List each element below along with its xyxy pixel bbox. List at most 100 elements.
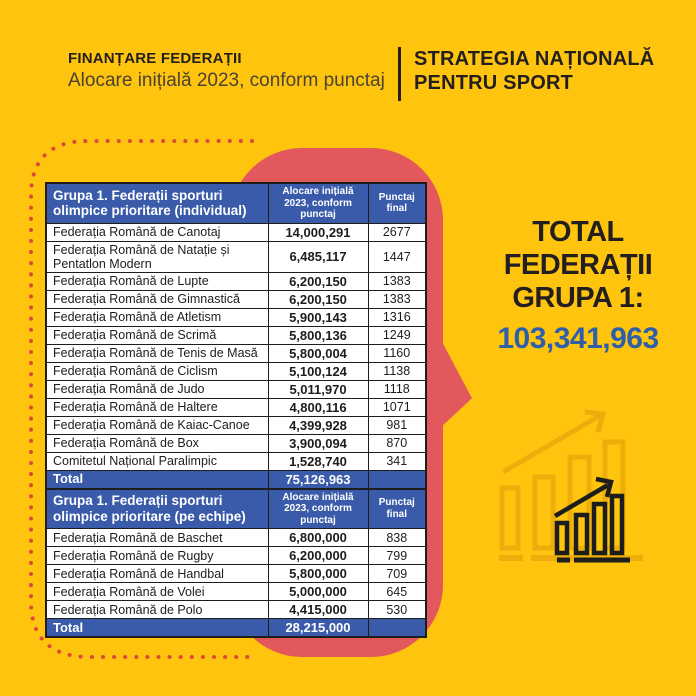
table-row: Federația Română de Natație și Pentatlon… xyxy=(45,240,427,273)
final-points: 1118 xyxy=(367,379,427,399)
federation-name: Federația Română de Polo xyxy=(45,600,269,619)
table-header-row: Grupa 1. Federații sporturi olimpice pri… xyxy=(45,488,427,529)
total-points-empty xyxy=(367,618,427,638)
final-points: 1383 xyxy=(367,271,427,291)
final-points: 1138 xyxy=(367,361,427,381)
rising-bar-chart-watermark-icon xyxy=(499,409,643,561)
federation-name: Federația Română de Lupte xyxy=(45,271,269,291)
table-title: Grupa 1. Federații sporturi olimpice pri… xyxy=(45,488,269,529)
final-points: 981 xyxy=(367,415,427,435)
federation-name: Federația Română de Rugby xyxy=(45,546,269,565)
final-points: 2677 xyxy=(367,222,427,242)
table-row: Comitetul Național Paralimpic 1,528,740 … xyxy=(45,451,427,471)
header-divider xyxy=(398,47,401,101)
summary-line2: FEDERAȚII xyxy=(503,249,653,281)
federation-name: Federația Română de Scrimă xyxy=(45,325,269,345)
final-points: 1071 xyxy=(367,397,427,417)
allocation-amount: 14,000,291 xyxy=(267,222,369,242)
allocation-amount: 5,800,000 xyxy=(267,564,369,583)
federation-name: Federația Română de Tenis de Masă xyxy=(45,343,269,363)
table-row: Federația Română de Handbal 5,800,000 70… xyxy=(45,564,427,583)
table-row: Federația Română de Haltere 4,800,116 10… xyxy=(45,397,427,417)
allocation-amount: 6,200,000 xyxy=(267,546,369,565)
grand-total-value: 103,341,963 xyxy=(497,322,659,355)
rising-bar-chart-icon xyxy=(499,409,643,563)
table-row: Federația Română de Lupte 6,200,150 1383 xyxy=(45,271,427,291)
federation-name: Federația Română de Volei xyxy=(45,582,269,601)
allocation-amount: 4,800,116 xyxy=(267,397,369,417)
table-group1-individual: Grupa 1. Federații sporturi olimpice pri… xyxy=(45,182,427,490)
table-row: Federația Română de Atletism 5,900,143 1… xyxy=(45,307,427,327)
page-kicker: FINANȚARE FEDERAȚII xyxy=(68,50,242,67)
page-subtitle: Alocare inițială 2023, conform punctaj xyxy=(68,70,385,91)
final-points: 870 xyxy=(367,433,427,453)
allocation-amount: 6,200,150 xyxy=(267,289,369,309)
final-points: 1383 xyxy=(367,289,427,309)
final-points: 341 xyxy=(367,451,427,471)
federation-name: Federația Română de Judo xyxy=(45,379,269,399)
final-points: 1316 xyxy=(367,307,427,327)
summary-line1: TOTAL xyxy=(532,216,624,248)
allocation-amount: 5,800,136 xyxy=(267,325,369,345)
grand-total-summary: TOTAL FEDERAȚII GRUPA 1: 103,341,963 xyxy=(468,216,688,356)
column-header-amount: Alocare inițială 2023, conform punctaj xyxy=(267,488,369,529)
table-group1-teams: Grupa 1. Federații sporturi olimpice pri… xyxy=(45,487,427,638)
federation-name: Federația Română de Canotaj xyxy=(45,222,269,242)
federation-name: Federația Română de Natație și Pentatlon… xyxy=(45,240,269,273)
allocation-amount: 3,900,094 xyxy=(267,433,369,453)
final-points: 645 xyxy=(367,582,427,601)
total-amount: 75,126,963 xyxy=(267,469,369,489)
federation-name: Federația Română de Gimnastică xyxy=(45,289,269,309)
allocation-amount: 5,011,970 xyxy=(267,379,369,399)
table-row: Federația Română de Rugby 6,200,000 799 xyxy=(45,546,427,565)
allocation-amount: 4,415,000 xyxy=(267,600,369,619)
summary-line3: GRUPA 1: xyxy=(512,282,644,314)
brand-line2: PENTRU SPORT xyxy=(414,72,574,94)
total-label: Total xyxy=(45,618,269,638)
table-total-row: Total 28,215,000 xyxy=(45,618,427,638)
table-row: Federația Română de Scrimă 5,800,136 124… xyxy=(45,325,427,345)
allocation-amount: 6,200,150 xyxy=(267,271,369,291)
allocation-amount: 5,100,124 xyxy=(267,361,369,381)
allocation-amount: 5,900,143 xyxy=(267,307,369,327)
allocation-amount: 6,485,117 xyxy=(267,240,369,273)
table-row: Federația Română de Kaiac-Canoe 4,399,92… xyxy=(45,415,427,435)
column-header-points: Punctaj final xyxy=(367,182,427,224)
federation-name: Federația Română de Box xyxy=(45,433,269,453)
table-header-row: Grupa 1. Federații sporturi olimpice pri… xyxy=(45,182,427,224)
federation-name: Federația Română de Handbal xyxy=(45,564,269,583)
total-label: Total xyxy=(45,469,269,489)
allocation-amount: 6,800,000 xyxy=(267,528,369,547)
federation-name: Federația Română de Ciclism xyxy=(45,361,269,381)
allocation-amount: 1,528,740 xyxy=(267,451,369,471)
final-points: 530 xyxy=(367,600,427,619)
allocation-amount: 5,000,000 xyxy=(267,582,369,601)
brand-title: STRATEGIA NAȚIONALĂ PENTRU SPORT xyxy=(414,47,654,95)
allocation-amount: 4,399,928 xyxy=(267,415,369,435)
federation-name: Federația Română de Atletism xyxy=(45,307,269,327)
federation-name: Federația Română de Kaiac-Canoe xyxy=(45,415,269,435)
table-title: Grupa 1. Federații sporturi olimpice pri… xyxy=(45,182,269,224)
table-row: Federația Română de Volei 5,000,000 645 xyxy=(45,582,427,601)
total-amount: 28,215,000 xyxy=(267,618,369,638)
federation-name: Federația Română de Haltere xyxy=(45,397,269,417)
federation-name: Federația Română de Baschet xyxy=(45,528,269,547)
table-row: Federația Română de Ciclism 5,100,124 11… xyxy=(45,361,427,381)
final-points: 1160 xyxy=(367,343,427,363)
final-points: 1249 xyxy=(367,325,427,345)
final-points: 709 xyxy=(367,564,427,583)
federation-tables: Grupa 1. Federații sporturi olimpice pri… xyxy=(45,182,427,638)
table-row: Federația Română de Canotaj 14,000,291 2… xyxy=(45,222,427,242)
table-row: Federația Română de Baschet 6,800,000 83… xyxy=(45,528,427,547)
column-header-points: Punctaj final xyxy=(367,488,427,529)
final-points: 1447 xyxy=(367,240,427,273)
final-points: 799 xyxy=(367,546,427,565)
federation-name: Comitetul Național Paralimpic xyxy=(45,451,269,471)
total-points-empty xyxy=(367,469,427,489)
table-row: Federația Română de Box 3,900,094 870 xyxy=(45,433,427,453)
brand-line1: STRATEGIA NAȚIONALĂ xyxy=(414,48,655,70)
table-row: Federația Română de Gimnastică 6,200,150… xyxy=(45,289,427,309)
table-row: Federația Română de Tenis de Masă 5,800,… xyxy=(45,343,427,363)
